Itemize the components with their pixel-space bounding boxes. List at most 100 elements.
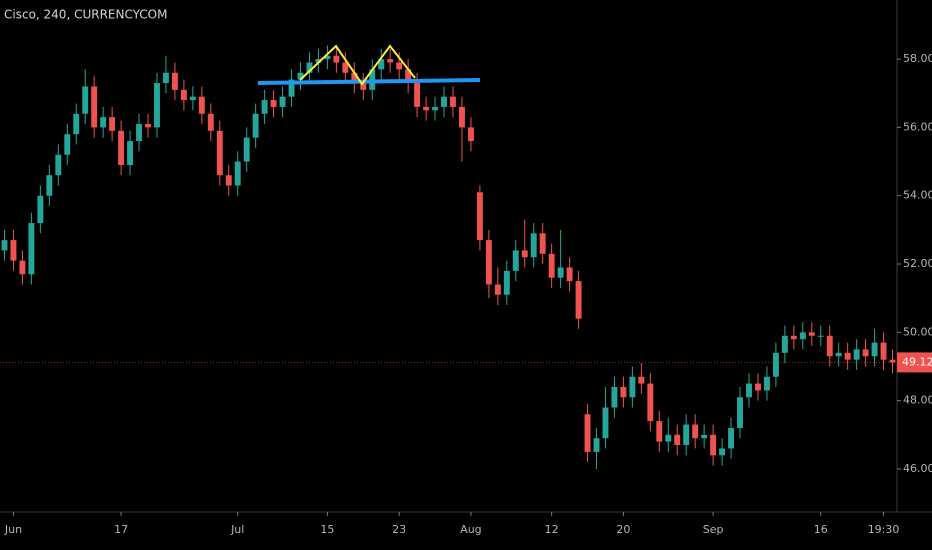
y-tick-label: 58.00 [903,52,932,65]
candle-body [781,335,788,353]
candle-body [109,117,116,131]
candle-body [46,175,53,196]
x-tick-label: Jul [230,523,244,536]
candle-body [171,72,178,90]
candle-body [763,376,770,391]
y-tick-label: 56.00 [903,120,932,133]
candle-body [808,332,815,336]
candle-body [207,113,214,131]
candle-body [611,386,618,408]
candle-body [55,154,62,176]
candle-body [225,175,232,186]
y-tick-label: 54.00 [903,189,932,202]
candle-body [180,89,187,101]
candle-body [512,250,519,271]
candle-body [127,141,134,165]
chart-title: Cisco, 240, CURRENCYCOM [4,8,167,22]
candle-body [100,117,107,128]
candle-body [737,397,743,428]
candle-body [548,253,555,278]
x-tick-label: Jun [4,523,22,536]
candle-body [835,352,842,357]
candle-body [620,386,627,398]
candle-body [450,96,456,107]
candle-body [360,82,367,90]
candle-body [746,383,752,398]
candle-body [423,106,430,111]
candle-body [503,270,510,295]
candle-body [521,250,528,258]
x-tick-label: 12 [545,523,559,536]
candle-body [853,349,860,360]
candle-body [701,434,708,439]
candle-body [28,223,35,275]
candle-body [162,72,169,83]
axes: 46.00 48.00 50.00 52.00 54.00 56.00 58.00 Jun 17… [0,52,932,536]
candle-body [530,233,537,258]
candle-body [297,72,304,80]
x-tick-label: Sep [703,523,724,536]
candle-body [710,434,717,456]
x-tick-label: 20 [616,523,630,536]
candle-body [315,59,322,63]
candle-body [261,100,268,114]
candle-body [91,86,98,128]
candle-body [772,352,779,377]
candle-body [674,434,681,446]
candle-body [557,267,564,278]
candle-body [342,62,349,73]
candle-body [243,137,250,162]
candle-body [683,424,690,446]
candle-body [387,59,394,63]
candle-body [378,59,385,70]
candle-body [136,123,142,142]
candle-body [647,383,654,422]
x-tick-label: 17 [114,523,128,536]
candle-body [82,86,89,114]
candle-body [844,352,851,360]
candle-body [19,260,26,275]
candle-body [198,96,205,114]
candle-body [333,55,340,63]
candle-body [539,233,546,254]
candle-body [799,332,806,340]
candle-body [252,113,259,138]
candle-body [396,62,403,70]
candle-body [306,62,313,73]
candle-body [665,434,672,442]
candle-body [494,284,501,295]
candle-body [234,161,241,186]
last-price-box [897,352,932,373]
candle-body [584,414,591,452]
candle-body [405,69,412,83]
candle-body [485,240,492,285]
candle-body [790,335,797,340]
candle-body [324,55,331,60]
x-tick-label: Aug [460,523,481,536]
candle-body [216,130,223,176]
candles [1,45,896,469]
candle-body [602,407,609,439]
y-tick-label: 48.00 [903,394,932,407]
candle-body [880,342,887,360]
candle-body [656,421,663,442]
candle-body [467,127,474,142]
x-tick-label: 19:30 [868,523,900,536]
double-top [299,44,416,86]
candle-body [351,72,358,83]
candle-body [441,96,447,107]
candle-body [871,342,878,357]
last-price-label: 49.12 [902,355,932,368]
y-tick-label: 46.00 [903,462,932,475]
candle-body [37,195,44,224]
candle-body [145,123,151,128]
candle-body [10,240,17,261]
candle-body [817,335,824,337]
candle-body [270,100,277,107]
neckline [257,78,481,85]
candle-body [593,438,600,452]
drawings [257,44,481,86]
x-tick-label: 15 [320,523,334,536]
